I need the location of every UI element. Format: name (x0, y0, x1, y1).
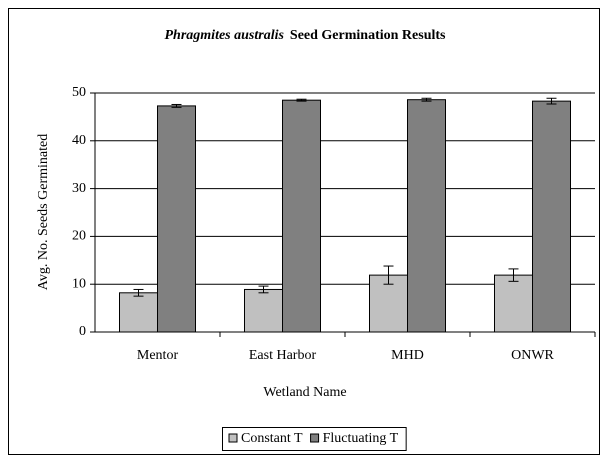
error-bar (508, 268, 519, 282)
legend-label: Constant T (241, 431, 303, 446)
error-bar (546, 97, 557, 105)
y-tick-label: 10 (72, 276, 86, 291)
y-tick-label: 50 (72, 85, 86, 100)
y-tick-label: 30 (72, 181, 86, 196)
x-tick-label: MHD (391, 348, 424, 363)
legend-swatch (310, 433, 320, 443)
chart-title: Phragmites australis Seed Germination Res… (165, 28, 447, 43)
y-tick-label: 0 (79, 324, 86, 339)
bar (157, 105, 196, 333)
y-tick-label: 40 (72, 133, 86, 148)
y-axis-label: Avg. No. Seeds Germinated (36, 134, 51, 290)
bar (407, 99, 446, 333)
y-tick-label: 20 (72, 229, 86, 244)
title-species: Phragmites australis (165, 28, 285, 43)
error-bar (383, 265, 394, 285)
x-tick-label: East Harbor (249, 348, 317, 363)
legend: Constant T Fluctuating T (222, 427, 407, 451)
bar (494, 274, 533, 333)
error-bar (421, 97, 432, 102)
error-bar (133, 288, 144, 297)
x-axis-label: Wetland Name (263, 385, 346, 400)
error-bar (171, 103, 182, 108)
x-tick-label: ONWR (511, 348, 554, 363)
bar (119, 292, 158, 333)
error-bar (258, 285, 269, 294)
error-bar (296, 98, 307, 102)
x-tick-label: Mentor (137, 348, 179, 363)
title-text: Seed Germination Results (290, 28, 446, 43)
bar (244, 288, 283, 333)
legend-swatch (228, 433, 238, 443)
bar (282, 99, 321, 333)
legend-label: Fluctuating T (323, 431, 399, 446)
bar (532, 100, 571, 333)
